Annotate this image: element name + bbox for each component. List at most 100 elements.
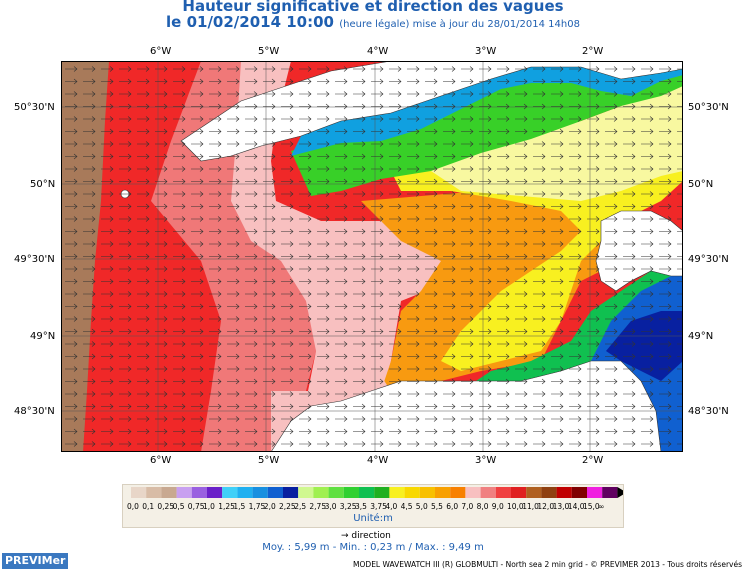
wave-arrow xyxy=(587,116,600,122)
wave-arrow xyxy=(551,328,564,335)
wave-arrow xyxy=(101,66,114,72)
wave-arrow xyxy=(533,366,546,372)
wave-arrow xyxy=(335,278,348,285)
arrow-right-icon: → xyxy=(341,531,349,541)
wave-arrow xyxy=(65,103,78,110)
wave-arrow xyxy=(677,131,683,132)
wave-arrow xyxy=(425,128,438,135)
wave-arrow xyxy=(119,78,132,85)
wave-arrow xyxy=(443,241,456,247)
wave-arrow xyxy=(497,191,510,197)
wave-arrow xyxy=(281,191,294,197)
wave-arrow xyxy=(605,391,618,397)
wave-arrow xyxy=(659,291,672,297)
wave-arrow xyxy=(173,416,186,422)
legend-label: 0,0 xyxy=(127,502,139,511)
wave-arrow xyxy=(551,266,564,272)
wave-arrow xyxy=(641,253,654,260)
wave-arrow xyxy=(137,428,150,435)
wave-arrow xyxy=(605,328,618,335)
wave-arrow xyxy=(605,228,618,235)
wave-arrow xyxy=(677,356,683,357)
wave-arrow xyxy=(101,291,114,297)
wave-arrow xyxy=(155,328,168,335)
wave-arrow xyxy=(263,291,276,297)
wave-arrow xyxy=(137,441,150,447)
wave-arrow xyxy=(137,78,150,85)
legend-swatch xyxy=(161,487,177,498)
wave-arrow xyxy=(155,241,168,247)
wave-arrow xyxy=(605,66,618,72)
wave-arrow xyxy=(407,403,420,410)
wave-arrow xyxy=(317,141,330,147)
legend-label: 2,0 xyxy=(263,502,276,511)
wave-arrow xyxy=(299,428,312,435)
wave-arrow xyxy=(101,78,114,85)
legend-overflow-arrow xyxy=(617,487,623,498)
wave-arrow xyxy=(425,353,438,360)
wave-arrow xyxy=(533,166,546,172)
wave-arrow xyxy=(533,291,546,297)
wave-arrow xyxy=(389,378,402,385)
wave-arrow xyxy=(209,303,222,310)
wave-arrow xyxy=(461,353,474,360)
wave-arrow xyxy=(623,216,636,222)
wave-arrow xyxy=(137,103,150,110)
wave-arrow xyxy=(281,241,294,247)
wave-arrow xyxy=(443,378,456,385)
wave-arrow xyxy=(659,153,672,160)
wave-arrow xyxy=(605,191,618,197)
wave-arrow xyxy=(317,416,330,422)
wave-arrow xyxy=(641,178,654,185)
wave-arrow xyxy=(209,278,222,285)
wave-arrow xyxy=(353,216,366,222)
wave-arrow xyxy=(281,403,294,410)
wave-arrow xyxy=(641,403,654,410)
wave-arrow xyxy=(317,303,330,310)
wave-arrow xyxy=(353,266,366,272)
wave-arrow xyxy=(299,178,312,185)
wave-arrow xyxy=(335,316,348,322)
wave-arrow xyxy=(83,441,96,447)
wave-arrow xyxy=(605,216,618,222)
wave-zone-blue-north xyxy=(291,67,683,156)
legend-swatch xyxy=(602,487,618,498)
wave-arrow xyxy=(353,128,366,135)
wave-arrow xyxy=(227,253,240,260)
wave-arrow xyxy=(281,366,294,372)
legend-label: 6,0 xyxy=(446,502,459,511)
wave-arrow xyxy=(65,291,78,297)
legend-swatch xyxy=(404,487,420,498)
wave-arrow xyxy=(461,378,474,385)
wave-arrow xyxy=(209,253,222,260)
wave-arrow xyxy=(281,216,294,222)
wave-arrow xyxy=(605,353,618,360)
wave-arrow xyxy=(461,91,474,97)
wave-height-map[interactable] xyxy=(61,61,683,452)
wave-arrow xyxy=(227,266,240,272)
wave-arrow xyxy=(515,228,528,235)
wave-arrow xyxy=(155,391,168,397)
wave-arrow xyxy=(551,166,564,172)
wave-arrow xyxy=(425,441,438,447)
wave-arrow xyxy=(263,116,276,122)
wave-arrow xyxy=(137,253,150,260)
wave-arrow xyxy=(191,291,204,297)
wave-arrow xyxy=(461,166,474,172)
wave-arrow xyxy=(425,178,438,185)
wave-arrow xyxy=(371,278,384,285)
wave-arrow xyxy=(227,341,240,347)
wave-arrow xyxy=(551,416,564,422)
wave-arrow xyxy=(515,353,528,360)
wave-arrow xyxy=(119,66,132,72)
wave-arrow xyxy=(137,216,150,222)
wave-arrow xyxy=(245,303,258,310)
wave-arrow xyxy=(569,278,582,285)
wave-arrow xyxy=(101,203,114,210)
wave-arrow xyxy=(443,91,456,97)
wave-arrow xyxy=(245,128,258,135)
wave-arrow xyxy=(569,403,582,410)
wave-arrow xyxy=(407,116,420,122)
wave-arrow xyxy=(371,266,384,272)
wave-arrow xyxy=(245,391,258,397)
